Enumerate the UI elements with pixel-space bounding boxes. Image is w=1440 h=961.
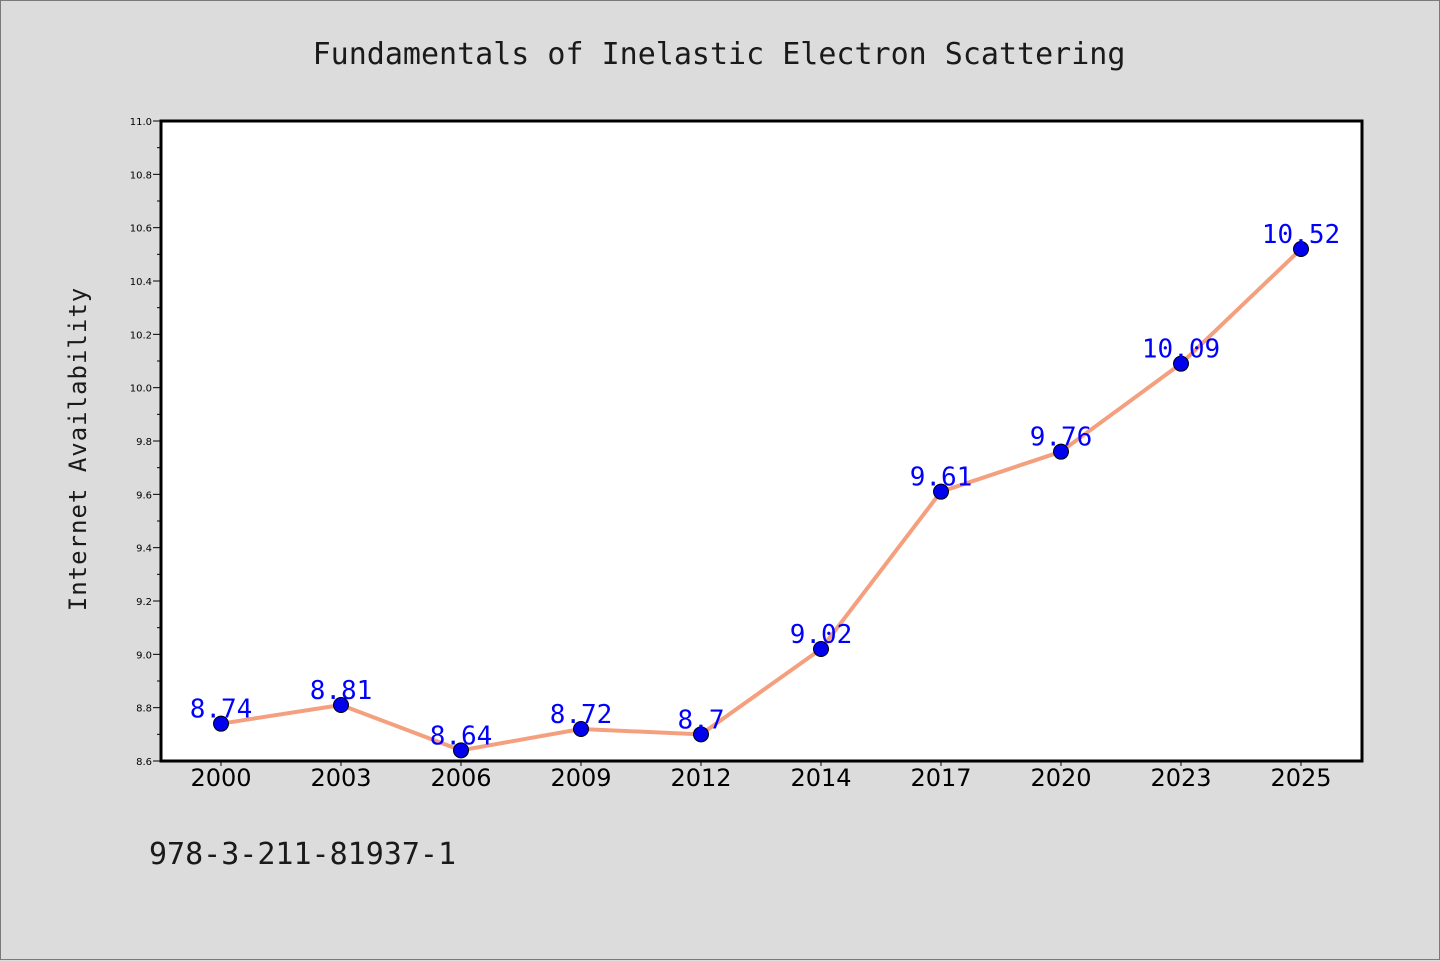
x-tick-label: 2023 xyxy=(1150,764,1211,792)
y-axis: 8.6 8.8 9.0 9.2 9.4 9.6 9.8 10.0 10.2 10.4 10.6 10.… xyxy=(130,117,161,768)
data-label: 10.52 xyxy=(1262,220,1340,250)
data-label: 9.61 xyxy=(910,463,973,493)
isbn-text: 978-3-211-81937-1 xyxy=(149,837,456,872)
data-label: 8.72 xyxy=(550,700,613,730)
x-tick-label: 2012 xyxy=(670,764,731,792)
x-axis: 2000 2003 2006 2009 2012 2014 2017 2020 2023 2025 xyxy=(190,761,1332,792)
y-axis-label: Internet Availability xyxy=(64,287,92,611)
chart-title: Fundamentals of Inelastic Electron Scatt… xyxy=(313,37,1126,72)
data-point xyxy=(1293,241,1309,257)
y-tick-label: 9.2 xyxy=(136,597,152,608)
data-label: 8.74 xyxy=(190,695,253,725)
series-line xyxy=(220,247,1303,753)
data-point xyxy=(813,641,829,657)
x-tick-label: 2014 xyxy=(790,764,851,792)
data-label: 8.64 xyxy=(430,721,493,751)
y-tick-label: 8.8 xyxy=(136,704,152,715)
data-label: 9.76 xyxy=(1030,423,1093,453)
y-tick-label: 9.4 xyxy=(136,544,152,555)
data-label: 8.81 xyxy=(310,676,373,706)
data-point xyxy=(573,721,589,737)
data-label: 10.09 xyxy=(1142,335,1220,365)
y-tick-label: 10.2 xyxy=(130,330,152,341)
x-tick-label: 2017 xyxy=(910,764,971,792)
y-tick-label: 9.0 xyxy=(136,650,152,661)
data-label: 8.7 xyxy=(678,705,725,735)
y-tick-label: 10.4 xyxy=(130,277,152,288)
plot-area xyxy=(159,119,1364,763)
x-tick-label: 2020 xyxy=(1030,764,1091,792)
y-tick-label: 11.0 xyxy=(130,117,152,128)
y-tick-label: 10.8 xyxy=(130,170,152,181)
data-point xyxy=(1173,355,1189,372)
y-tick-label: 10.0 xyxy=(130,384,152,395)
series-group: 8.74 8.81 8.64 8.72 8.7 9.02 9.61 9.76 10.09 10.5… xyxy=(190,220,1340,759)
x-tick-label: 2006 xyxy=(430,764,491,792)
x-tick-label: 2000 xyxy=(190,764,251,792)
data-point xyxy=(1053,443,1069,460)
x-tick-label: 2025 xyxy=(1270,764,1331,792)
data-label: 9.02 xyxy=(790,620,853,650)
x-tick-label: 2009 xyxy=(550,764,611,792)
data-point xyxy=(453,742,469,759)
y-tick-label: 8.6 xyxy=(136,757,152,768)
y-tick-label: 10.6 xyxy=(130,224,152,235)
y-tick-label: 9.6 xyxy=(136,490,152,501)
data-point xyxy=(333,697,349,713)
data-point xyxy=(213,715,229,732)
data-point xyxy=(933,483,949,500)
x-tick-label: 2003 xyxy=(310,764,371,792)
data-point xyxy=(693,726,709,743)
y-tick-label: 9.8 xyxy=(136,437,152,448)
